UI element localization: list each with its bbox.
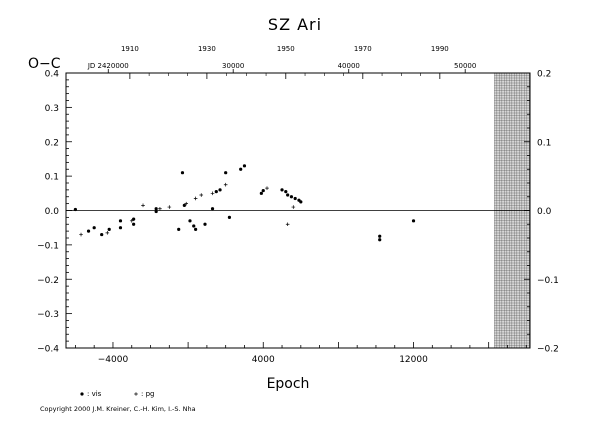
copyright-text: Copyright 2000 J.M. Kreiner, C.-H. Kim, … — [40, 405, 196, 413]
point-pg — [223, 182, 228, 187]
y-tick-label: 0.0 — [45, 207, 60, 217]
point-vis — [194, 227, 198, 232]
jd-label: 40000 — [338, 62, 360, 70]
point-vis — [239, 167, 243, 171]
point-vis — [118, 226, 123, 230]
jd-label: 30000 — [222, 62, 244, 70]
point-vis — [227, 215, 232, 219]
legend-label: : vis — [87, 390, 102, 398]
point-vis — [203, 222, 207, 226]
point-vis — [224, 171, 228, 175]
y-tick-label: 0.2 — [45, 138, 59, 148]
tick-labels: −4000 4000 12000 0.4 0.3 0.2 0.1 0.0 −0.1 −0.2 −0.… — [37, 45, 559, 365]
point-vis — [378, 238, 382, 242]
point-pg — [105, 231, 110, 235]
point-vis — [259, 191, 263, 195]
point-pg — [158, 206, 162, 211]
y-tick-label: −0.2 — [37, 276, 59, 286]
y-tick-label: −0.3 — [37, 310, 59, 320]
point-pg — [129, 219, 134, 223]
right-y-tick-label: −0.2 — [537, 345, 559, 355]
point-vis — [261, 188, 265, 193]
x-tick-label: 4000 — [252, 355, 275, 365]
point-vis — [188, 219, 192, 223]
point-vis — [218, 188, 222, 192]
jd-label: JD 2420000 — [87, 62, 129, 70]
point-vis — [284, 189, 288, 194]
point-vis — [378, 234, 382, 238]
right-y-tick-label: 0.2 — [537, 70, 551, 80]
tick-marks — [66, 69, 530, 349]
year-tick-label: 1950 — [277, 45, 295, 53]
point-vis — [242, 164, 247, 168]
x-tick-label: 12000 — [399, 355, 428, 365]
point-pg — [184, 201, 189, 206]
point-pg — [210, 191, 215, 196]
legend-marker-dot — [80, 392, 84, 396]
point-vis — [210, 207, 215, 211]
point-vis — [214, 189, 218, 194]
year-tick-label: 1970 — [354, 45, 372, 53]
x-axis-label: Epoch — [267, 376, 310, 392]
year-tick-label: 1990 — [431, 45, 449, 53]
point-pg — [141, 203, 145, 208]
point-vis — [92, 226, 96, 230]
point-vis — [177, 227, 181, 232]
point-pg — [199, 193, 204, 197]
right-y-tick-label: 0.1 — [537, 138, 551, 148]
point-pg — [167, 205, 172, 209]
right-y-tick-label: −0.1 — [537, 276, 559, 286]
point-pg — [193, 196, 198, 201]
point-vis — [107, 227, 111, 232]
data-points — [73, 164, 416, 242]
year-tick-label: 1910 — [121, 45, 139, 53]
legend-marker-plus — [134, 392, 138, 396]
y-tick-label: 0.4 — [45, 70, 60, 80]
point-vis — [192, 224, 196, 228]
point-pg — [79, 232, 83, 237]
point-pg — [265, 186, 269, 190]
jd-label: 50000 — [454, 62, 476, 70]
point-vis — [100, 232, 104, 237]
point-vis — [118, 219, 123, 223]
point-vis — [411, 219, 416, 223]
right-y-tick-label: 0.0 — [537, 207, 552, 217]
point-vis — [182, 203, 186, 207]
point-vis — [132, 217, 136, 221]
point-vis — [132, 222, 136, 226]
point-vis — [154, 209, 158, 214]
y-tick-label: 0.3 — [45, 104, 59, 114]
point-vis — [286, 193, 290, 197]
point-vis — [280, 188, 284, 192]
chart-title: SZ Ari — [268, 15, 322, 34]
point-vis — [289, 195, 294, 199]
point-vis — [180, 171, 185, 175]
year-tick-label: 1930 — [198, 45, 216, 53]
point-vis — [299, 200, 303, 204]
y-tick-label: 0.1 — [45, 173, 59, 183]
y-tick-label: −0.4 — [37, 345, 59, 355]
point-vis — [86, 229, 91, 233]
point-vis — [154, 207, 158, 211]
point-pg — [285, 222, 290, 227]
legend-label: : pg — [141, 390, 154, 398]
point-vis — [293, 196, 297, 201]
x-tick-label: −4000 — [98, 355, 129, 365]
y-axis-label: O−C — [28, 56, 61, 72]
point-vis — [73, 207, 77, 212]
legend: : vis : pg — [80, 390, 154, 398]
y-tick-label: −0.1 — [37, 241, 59, 251]
point-pg — [291, 205, 296, 209]
